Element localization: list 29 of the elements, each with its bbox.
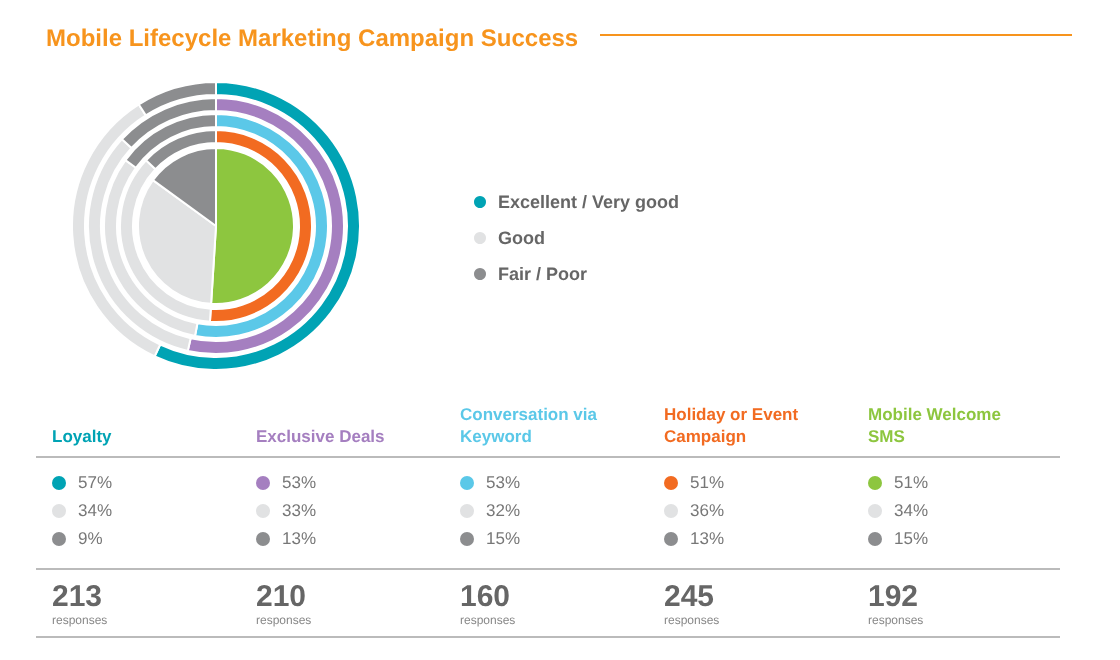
text: 9% xyxy=(78,528,103,548)
text: 57% xyxy=(78,472,113,492)
text: 34% xyxy=(78,500,113,520)
text: 15% xyxy=(894,528,929,548)
text: 13% xyxy=(282,528,317,548)
text: 15% xyxy=(486,528,521,548)
text: 33% xyxy=(282,500,317,520)
text: 51% xyxy=(894,472,929,492)
text: Mobile Welcome SMS xyxy=(868,404,1003,448)
legend-label: Good xyxy=(498,228,545,248)
text: Conversation via Keyword xyxy=(460,404,599,448)
text: 160 xyxy=(460,580,513,614)
chart-title: Mobile Lifecycle Marketing Campaign Success xyxy=(46,24,579,52)
text: Loyalty xyxy=(52,426,114,448)
text: Exclusive Deals xyxy=(256,426,387,448)
text: 53% xyxy=(486,472,521,492)
text: 13% xyxy=(690,528,725,548)
text: 192 xyxy=(868,580,921,614)
legend-label: Excellent / Very good xyxy=(498,192,680,212)
text: 210 xyxy=(256,580,309,614)
text: Holiday or Event Campaign xyxy=(664,404,801,448)
text: 32% xyxy=(486,500,521,520)
text: 51% xyxy=(690,472,725,492)
text: 36% xyxy=(690,500,725,520)
text: 245 xyxy=(664,580,717,614)
text: 213 xyxy=(52,580,105,614)
legend-label: Fair / Poor xyxy=(498,264,589,284)
text: 53% xyxy=(282,472,317,492)
text: 34% xyxy=(894,500,929,520)
